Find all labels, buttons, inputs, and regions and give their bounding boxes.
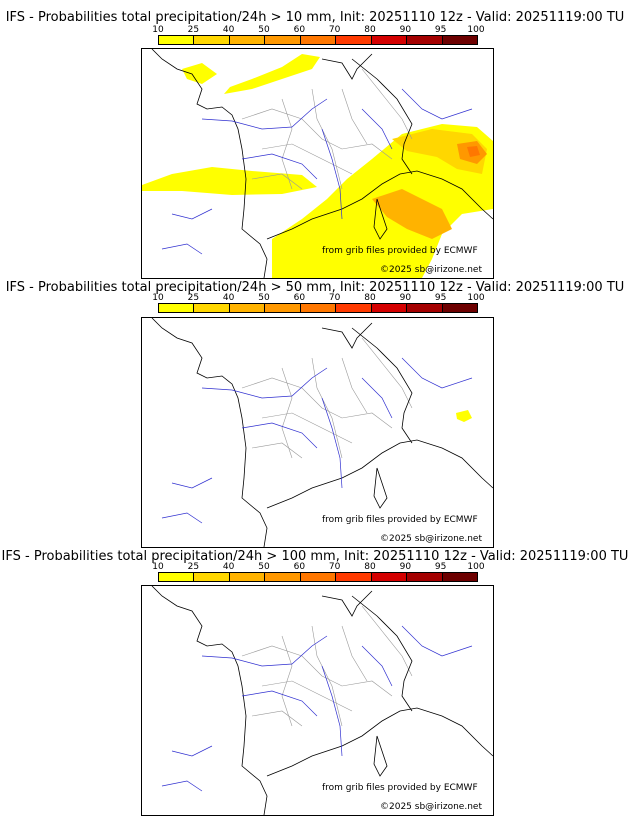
colorbar-segment (194, 304, 230, 312)
prob-area-channel (224, 54, 320, 94)
colorbar-segment (336, 573, 372, 581)
map-canvas (151, 586, 493, 815)
colorbar-tick-label: 80 (364, 562, 376, 572)
colorbar-tick-label: 25 (187, 293, 200, 303)
colorbar-segment (194, 36, 230, 44)
colorbar-tick-label: 95 (434, 25, 447, 35)
colorbar-tick-label: 90 (399, 293, 412, 303)
colorbar (158, 303, 478, 313)
colorbar-segment (300, 36, 337, 44)
colorbar-tick-label: 100 (467, 562, 485, 572)
map-france-10mm (141, 48, 494, 279)
colorbar-tick-label: 25 (187, 25, 200, 35)
panel-title: IFS - Probabilities total precipitation/… (1, 549, 629, 564)
colorbar-segment (407, 36, 443, 44)
copyright-credit: ©2025 sb@irizone.net (380, 265, 482, 275)
rivers (161, 625, 473, 792)
colorbar-segment (407, 304, 443, 312)
colorbar-tick-label: 70 (328, 25, 341, 35)
colorbar-tick-label: 60 (293, 562, 306, 572)
colorbar-tick-label: 70 (328, 293, 341, 303)
colorbar-tick-label: 100 (467, 293, 485, 303)
precipitation-probability-areas (456, 410, 472, 422)
colorbar-tick-label: 80 (364, 293, 376, 303)
colorbar-segment (229, 573, 266, 581)
colorbar-tick-label: 10 (152, 293, 164, 303)
colorbar-segment (229, 36, 266, 44)
colorbar-tick-label: 50 (258, 293, 270, 303)
prob-area-atlantic-band (142, 167, 317, 195)
prob-area-alps-orange (392, 129, 487, 174)
colorbar-tick-label: 10 (152, 25, 164, 35)
colorbar-tick-label: 25 (187, 562, 200, 572)
colorbar-tick-label: 50 (258, 25, 270, 35)
prob-area-alps-small (456, 410, 472, 422)
colorbar-segment (336, 304, 372, 312)
colorbar-segment (407, 573, 443, 581)
colorbar (158, 35, 478, 45)
map-france-50mm (141, 317, 494, 548)
national-border (351, 58, 413, 175)
colorbar-segment (442, 36, 477, 44)
colorbar-tick-label: 10 (152, 562, 164, 572)
colorbar-tick-label: 95 (434, 562, 447, 572)
colorbar-ticks: 10 25 40 50 60 70 80 90 95 100 (152, 562, 484, 572)
copyright-credit: ©2025 sb@irizone.net (380, 802, 482, 812)
colorbar-segment (265, 36, 301, 44)
colorbar-segment (265, 304, 301, 312)
map-canvas (151, 318, 493, 547)
map-canvas (142, 49, 493, 278)
colorbar-tick-label: 100 (467, 25, 485, 35)
colorbar-segment (265, 573, 301, 581)
national-border (351, 327, 413, 444)
admin-borders (241, 68, 413, 190)
colorbar-tick-label: 40 (222, 25, 235, 35)
coastline (151, 49, 493, 278)
colorbar-segment (229, 304, 266, 312)
panel-title: IFS - Probabilities total precipitation/… (5, 10, 625, 25)
colorbar-tick-label: 70 (328, 562, 341, 572)
source-credit: from grib files provided by ECMWF (322, 783, 478, 793)
colorbar-segment (336, 36, 372, 44)
rivers (161, 88, 473, 255)
colorbar-tick-label: 90 (399, 562, 412, 572)
colorbar-tick-label: 60 (293, 293, 306, 303)
colorbar-segment (159, 304, 195, 312)
rivers (161, 357, 473, 524)
precipitation-probability-areas (142, 54, 493, 278)
colorbar-segment (159, 36, 195, 44)
colorbar-segment (442, 304, 477, 312)
colorbar-segment (300, 304, 337, 312)
colorbar-tick-label: 50 (258, 562, 270, 572)
colorbar-tick-label: 40 (222, 562, 235, 572)
colorbar-segment (300, 573, 337, 581)
national-border (351, 595, 413, 712)
source-credit: from grib files provided by ECMWF (322, 515, 478, 525)
colorbar-tick-label: 90 (399, 25, 412, 35)
colorbar-tick-label: 60 (293, 25, 306, 35)
colorbar-ticks: 10 25 40 50 60 70 80 90 95 100 (152, 293, 484, 303)
colorbar-tick-label: 40 (222, 293, 235, 303)
colorbar-segment (194, 573, 230, 581)
prob-area-north (182, 63, 217, 84)
prob-area-corsica-orange (372, 189, 452, 239)
colorbar-segment (442, 573, 477, 581)
colorbar-segment (371, 36, 408, 44)
prob-area-red-spot (467, 146, 480, 157)
coastline (151, 586, 493, 815)
source-credit: from grib files provided by ECMWF (322, 246, 478, 256)
map-france-100mm (141, 585, 494, 816)
admin-borders (241, 337, 413, 459)
colorbar-ticks: 10 25 40 50 60 70 80 90 95 100 (152, 25, 484, 35)
coastline (151, 318, 493, 547)
copyright-credit: ©2025 sb@irizone.net (380, 534, 482, 544)
admin-borders (241, 605, 413, 727)
colorbar-tick-label: 95 (434, 293, 447, 303)
colorbar-tick-label: 80 (364, 25, 376, 35)
colorbar-segment (159, 573, 195, 581)
colorbar (158, 572, 478, 582)
panel-title: IFS - Probabilities total precipitation/… (5, 280, 625, 295)
colorbar-segment (371, 304, 408, 312)
colorbar-segment (371, 573, 408, 581)
